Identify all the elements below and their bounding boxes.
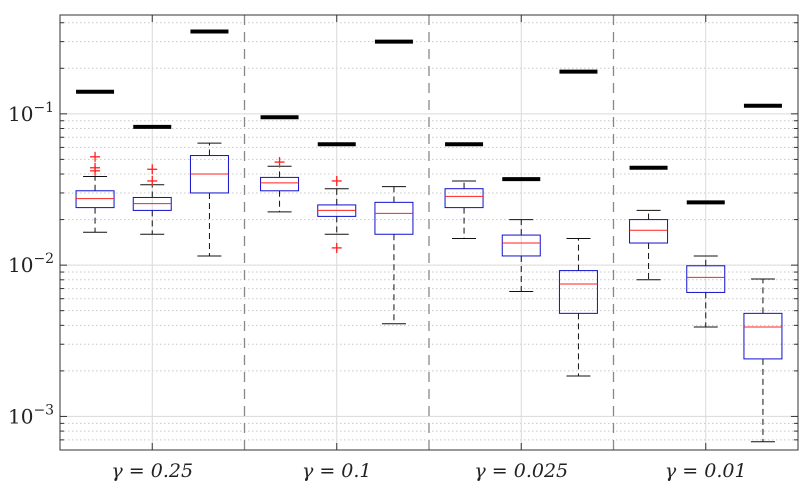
outlier-marker <box>90 151 101 162</box>
y-tick-label: 10−3 <box>8 402 54 428</box>
iqr-box <box>629 219 669 244</box>
x-category-label: γ = 0.1 <box>302 460 372 482</box>
box-group <box>75 29 229 257</box>
x-category-label: γ = 0.01 <box>665 460 747 482</box>
outlier-marker <box>90 162 101 173</box>
y-tick-label: 10−1 <box>8 100 54 126</box>
iqr-box <box>558 270 598 314</box>
outlier-marker <box>331 175 342 186</box>
iqr-box <box>501 234 541 257</box>
iqr-box <box>743 312 783 360</box>
iqr-box <box>75 190 115 209</box>
box-group <box>260 39 414 325</box>
box-group <box>629 103 783 443</box>
y-tick-label: 10−2 <box>8 251 54 277</box>
box-group <box>444 69 598 377</box>
data-layer <box>75 29 783 443</box>
outlier-marker <box>147 175 158 186</box>
iqr-box <box>374 201 414 235</box>
iqr-box <box>444 188 484 209</box>
outlier-marker <box>274 157 285 168</box>
iqr-box <box>260 176 300 192</box>
grid-layer <box>60 15 798 451</box>
axes: 10−3 10−2 10−1 γ = 0.25 γ = 0.1 γ = 0.025 γ = … <box>8 14 799 482</box>
outlier-marker <box>331 242 342 253</box>
group-separators <box>243 15 615 450</box>
iqr-box <box>686 265 726 293</box>
plot-frame <box>59 14 799 451</box>
x-category-label: γ = 0.025 <box>474 460 568 482</box>
outlier-marker <box>147 164 158 175</box>
x-category-label: γ = 0.25 <box>111 460 193 482</box>
